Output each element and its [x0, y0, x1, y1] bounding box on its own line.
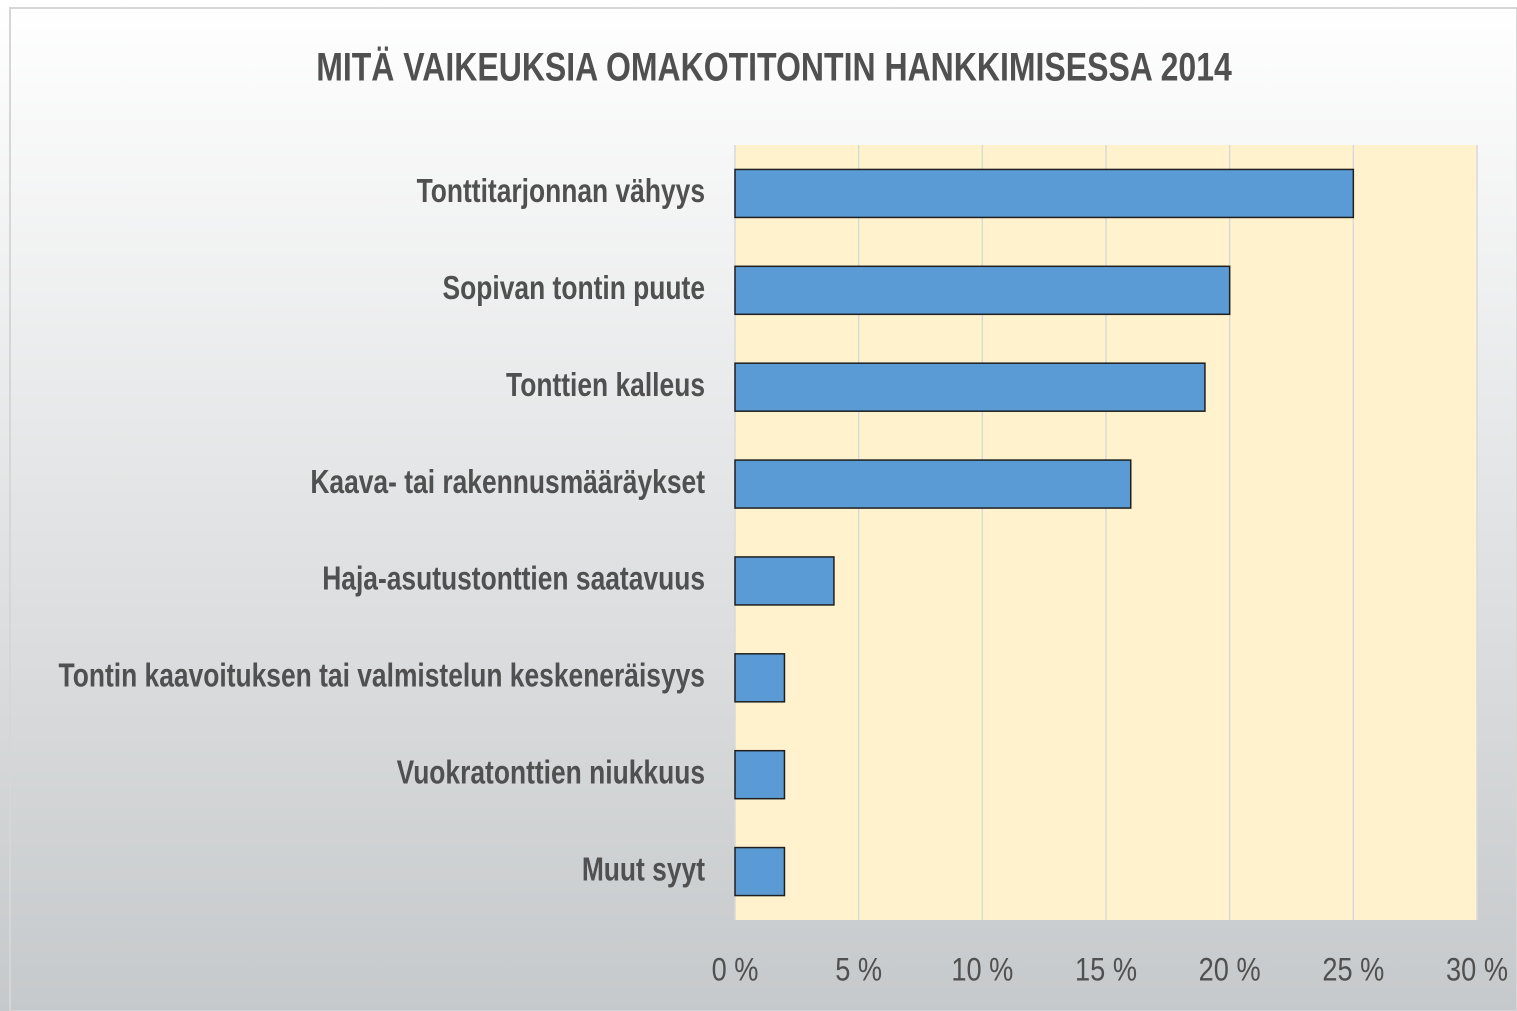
x-tick-label: 25 % [1322, 952, 1384, 988]
y-tick-label: Tonttien kalleus [506, 367, 705, 403]
x-tick-label: 20 % [1199, 952, 1261, 988]
y-tick-label: Sopivan tontin puute [443, 270, 705, 306]
title-group: MITÄ VAIKEUKSIA OMAKOTITONTIN HANKKIMISE… [316, 44, 1232, 89]
bar [734, 459, 1132, 509]
x-tick-group: 0 % [712, 952, 759, 988]
x-tick-group: 20 % [1199, 952, 1261, 988]
y-tick-group: Tontin kaavoituksen tai valmistelun kesk… [59, 658, 705, 694]
bar [734, 168, 1355, 219]
bar [734, 653, 786, 703]
x-tick-group: 15 % [1075, 952, 1137, 988]
y-tick-label: Tonttitarjonnan vähyys [417, 173, 705, 209]
x-tick-label: 0 % [712, 952, 759, 988]
x-tick-label: 15 % [1075, 952, 1137, 988]
x-tick-group: 30 % [1446, 952, 1508, 988]
chart-title: MITÄ VAIKEUKSIA OMAKOTITONTIN HANKKIMISE… [316, 44, 1232, 89]
bar [734, 846, 786, 897]
bar [734, 749, 786, 800]
y-tick-label: Kaava- tai rakennusmääräykset [310, 464, 705, 500]
x-tick-label: 30 % [1446, 952, 1508, 988]
y-tick-group: Vuokratonttien niukkuus [397, 755, 705, 791]
x-tick-group: 10 % [951, 952, 1013, 988]
y-tick-label: Haja-asutustonttien saatavuus [322, 561, 705, 597]
y-tick-group: Muut syyt [582, 852, 705, 888]
y-tick-group: Tonttien kalleus [506, 367, 705, 403]
x-tick-label: 10 % [951, 952, 1013, 988]
y-tick-group: Tonttitarjonnan vähyys [417, 173, 705, 209]
x-tick-label: 5 % [835, 952, 882, 988]
x-tick-group: 25 % [1322, 952, 1384, 988]
y-tick-group: Haja-asutustonttien saatavuus [322, 561, 705, 597]
bar [734, 362, 1206, 412]
x-tick-group: 5 % [835, 952, 882, 988]
y-tick-label: Tontin kaavoituksen tai valmistelun kesk… [59, 658, 705, 694]
bar [734, 556, 835, 606]
frame [9, 7, 1517, 1011]
y-tick-label: Vuokratonttien niukkuus [397, 755, 705, 791]
y-tick-group: Kaava- tai rakennusmääräykset [310, 464, 705, 500]
y-tick-group: Sopivan tontin puute [443, 270, 705, 306]
bar [734, 265, 1231, 316]
y-tick-label: Muut syyt [582, 852, 705, 888]
